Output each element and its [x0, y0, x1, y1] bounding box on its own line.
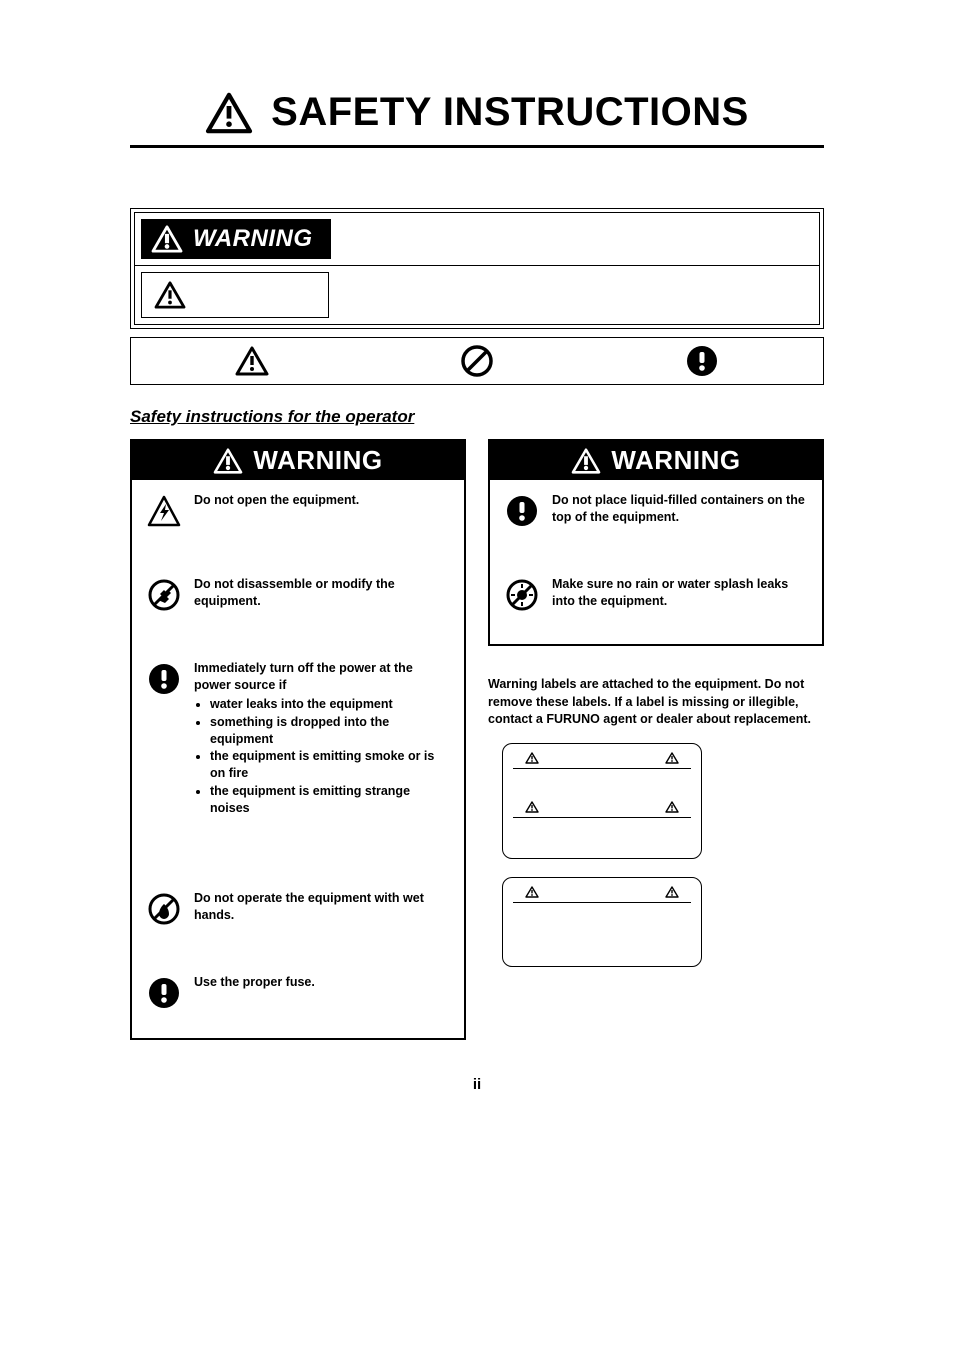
warning-item-text: Immediately turn off the power at the po… — [194, 660, 450, 818]
warning-badge-label: WARNING — [193, 225, 313, 253]
warning-item-text: Do not disassemble or modify the equipme… — [194, 576, 450, 612]
warning-triangle-icon — [525, 886, 539, 898]
bullet: the equipment is emitting smoke or is on… — [210, 748, 450, 782]
mini-label-row — [513, 799, 691, 818]
legend-caution-row — [135, 266, 819, 324]
warning-item-text: Do not operate the equipment with wet ha… — [194, 890, 450, 926]
prohibit-icon — [460, 344, 494, 378]
left-panel-header-label: WARNING — [253, 445, 382, 476]
warning-item: Do not disassemble or modify the equipme… — [132, 564, 464, 624]
left-panel-header: WARNING — [132, 441, 464, 480]
warning-item: Do not operate the equipment with wet ha… — [132, 878, 464, 938]
warning-item-text: Do not place liquid-filled containers on… — [552, 492, 808, 528]
right-panel-header-label: WARNING — [611, 445, 740, 476]
title-underline — [130, 145, 824, 148]
warning-triangle-icon — [154, 281, 186, 309]
warning-triangle-icon — [665, 801, 679, 813]
mini-label-double — [502, 743, 702, 859]
bullet: something is dropped into the equipment — [210, 714, 450, 748]
warning-item-text: Do not open the equipment. — [194, 492, 450, 528]
warning-triangle-icon — [213, 448, 243, 474]
shock-icon — [146, 492, 182, 528]
warning-item: Do not open the equipment. — [132, 480, 464, 540]
bullet: the equipment is emitting strange noises — [210, 783, 450, 817]
label-replacement-note: Warning labels are attached to the equip… — [488, 676, 824, 729]
warning-item: Use the proper fuse. — [132, 962, 464, 1038]
warning-triangle-icon — [525, 801, 539, 813]
left-warning-panel: WARNING Do not open the equipment. Do no… — [130, 439, 466, 1040]
mini-label-row — [513, 750, 691, 769]
page-title: SAFETY INSTRUCTIONS — [271, 90, 749, 135]
warning-triangle-icon — [151, 225, 183, 253]
section-heading: Safety instructions for the operator — [130, 407, 824, 427]
mandatory-icon — [146, 974, 182, 1010]
warning-item-text: Make sure no rain or water splash leaks … — [552, 576, 808, 612]
warning-item: Make sure no rain or water splash leaks … — [490, 564, 822, 644]
page-title-row: SAFETY INSTRUCTIONS — [130, 90, 824, 135]
left-column: WARNING Do not open the equipment. Do no… — [130, 439, 466, 1040]
no-disassemble-icon — [146, 576, 182, 612]
page-number: ii — [130, 1076, 824, 1093]
mini-label-row — [513, 884, 691, 903]
warning-item-bullets: water leaks into the equipment something… — [194, 696, 450, 817]
no-wet-hands-icon — [146, 890, 182, 926]
warning-triangle-icon — [205, 92, 253, 134]
mandatory-icon — [146, 660, 182, 818]
mandatory-icon — [504, 492, 540, 528]
warning-triangle-icon — [571, 448, 601, 474]
legend-inner: WARNING — [134, 212, 820, 325]
right-column: WARNING Do not place liquid-filled conta… — [488, 439, 824, 967]
warning-triangle-icon — [525, 752, 539, 764]
warning-item-text: Use the proper fuse. — [194, 974, 450, 1010]
warning-triangle-icon — [665, 752, 679, 764]
mini-label-single — [502, 877, 702, 967]
caution-badge — [141, 272, 329, 318]
two-column-area: WARNING Do not open the equipment. Do no… — [130, 439, 824, 1040]
mandatory-icon — [685, 344, 719, 378]
no-splash-icon — [504, 576, 540, 612]
warning-item-lead: Immediately turn off the power at the po… — [194, 661, 413, 692]
warning-item: Immediately turn off the power at the po… — [132, 648, 464, 830]
mini-label-diagrams — [488, 743, 824, 967]
warning-badge: WARNING — [141, 219, 331, 259]
warning-triangle-icon — [235, 344, 269, 378]
legend-box: WARNING — [130, 208, 824, 329]
legend-warning-row: WARNING — [135, 213, 819, 266]
bullet: water leaks into the equipment — [210, 696, 450, 713]
warning-triangle-icon — [665, 886, 679, 898]
warning-item: Do not place liquid-filled containers on… — [490, 480, 822, 540]
symbol-legend-row — [130, 337, 824, 385]
right-warning-panel: WARNING Do not place liquid-filled conta… — [488, 439, 824, 646]
right-panel-header: WARNING — [490, 441, 822, 480]
